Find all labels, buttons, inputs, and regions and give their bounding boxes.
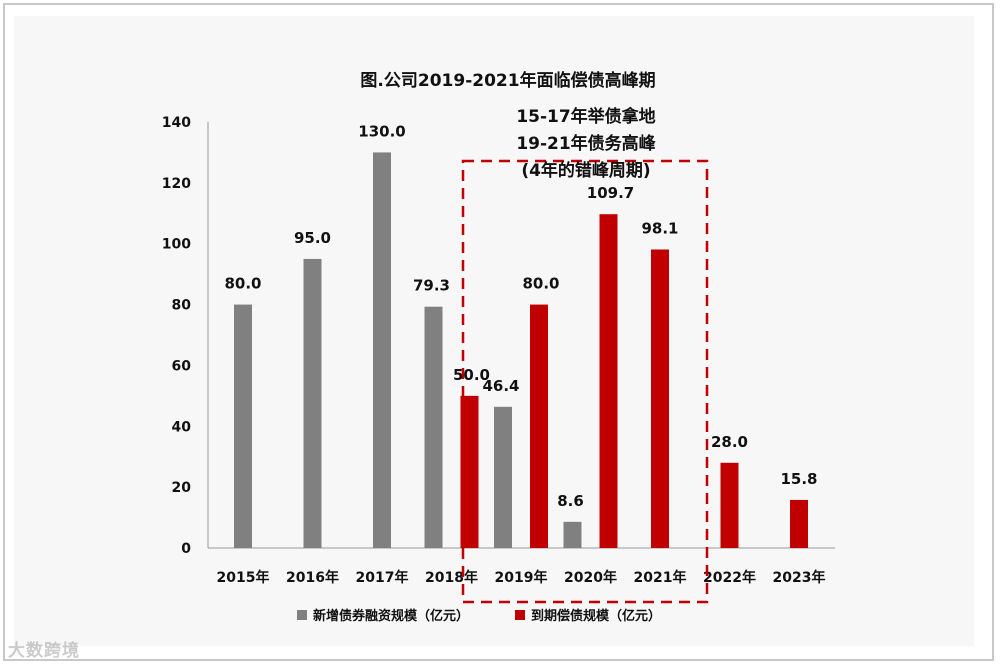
data-label: 79.3 [413,277,450,295]
bar-maturity [720,462,739,548]
data-label: 95.0 [294,229,331,247]
legend-swatch [515,610,525,620]
annotation-line: 15-17年举债拿地 [516,106,655,127]
data-label: 15.8 [780,470,817,488]
y-tick-label: 20 [172,480,192,496]
annotation-line: 19-21年债务高峰 [516,133,656,154]
legend-swatch [297,610,307,620]
x-tick-label: 2018年 [425,569,478,586]
data-label: 46.4 [482,377,519,395]
y-tick-label: 140 [162,115,191,131]
y-tick-label: 80 [172,298,192,314]
data-label: 109.7 [587,184,634,202]
x-tick-label: 2015年 [217,569,270,586]
data-label: 80.0 [522,275,559,293]
bar-new-financing [373,152,391,548]
annotation-line: (4年的错峰周期) [521,160,650,181]
x-tick-label: 2020年 [564,569,617,586]
y-tick-label: 60 [172,358,192,374]
x-tick-label: 2017年 [356,569,409,586]
watermark-text: 大数跨境 [8,641,80,661]
legend-label: 新增债券融资规模（亿元） [313,608,469,624]
data-label: 28.0 [711,433,748,451]
x-tick-label: 2021年 [634,569,687,586]
bar-new-financing [494,406,512,548]
x-tick-label: 2016年 [286,569,339,586]
bar-maturity [530,304,548,548]
chart-title: 图.公司2019-2021年面临偿债高峰期 [360,70,655,91]
x-tick-label: 2022年 [703,569,756,586]
x-tick-label: 2019年 [495,569,548,586]
legend-label: 到期偿债规模（亿元） [531,608,661,624]
bar-new-financing [424,306,443,548]
y-tick-label: 100 [162,237,191,253]
x-tick-label: 2023年 [773,569,826,586]
data-label: 130.0 [358,122,405,140]
data-label: 98.1 [641,219,678,237]
y-tick-label: 120 [162,176,191,192]
bar-maturity [599,214,618,548]
data-label: 8.6 [557,492,584,510]
bar-new-financing [563,521,582,548]
y-tick-label: 40 [172,419,192,435]
y-tick-label: 0 [181,541,191,557]
bar-maturity [790,499,808,548]
bar-maturity [651,249,669,548]
bar-new-financing [303,258,322,548]
bar-maturity [460,395,479,548]
bar-new-financing [234,304,252,548]
data-label: 80.0 [224,275,261,293]
